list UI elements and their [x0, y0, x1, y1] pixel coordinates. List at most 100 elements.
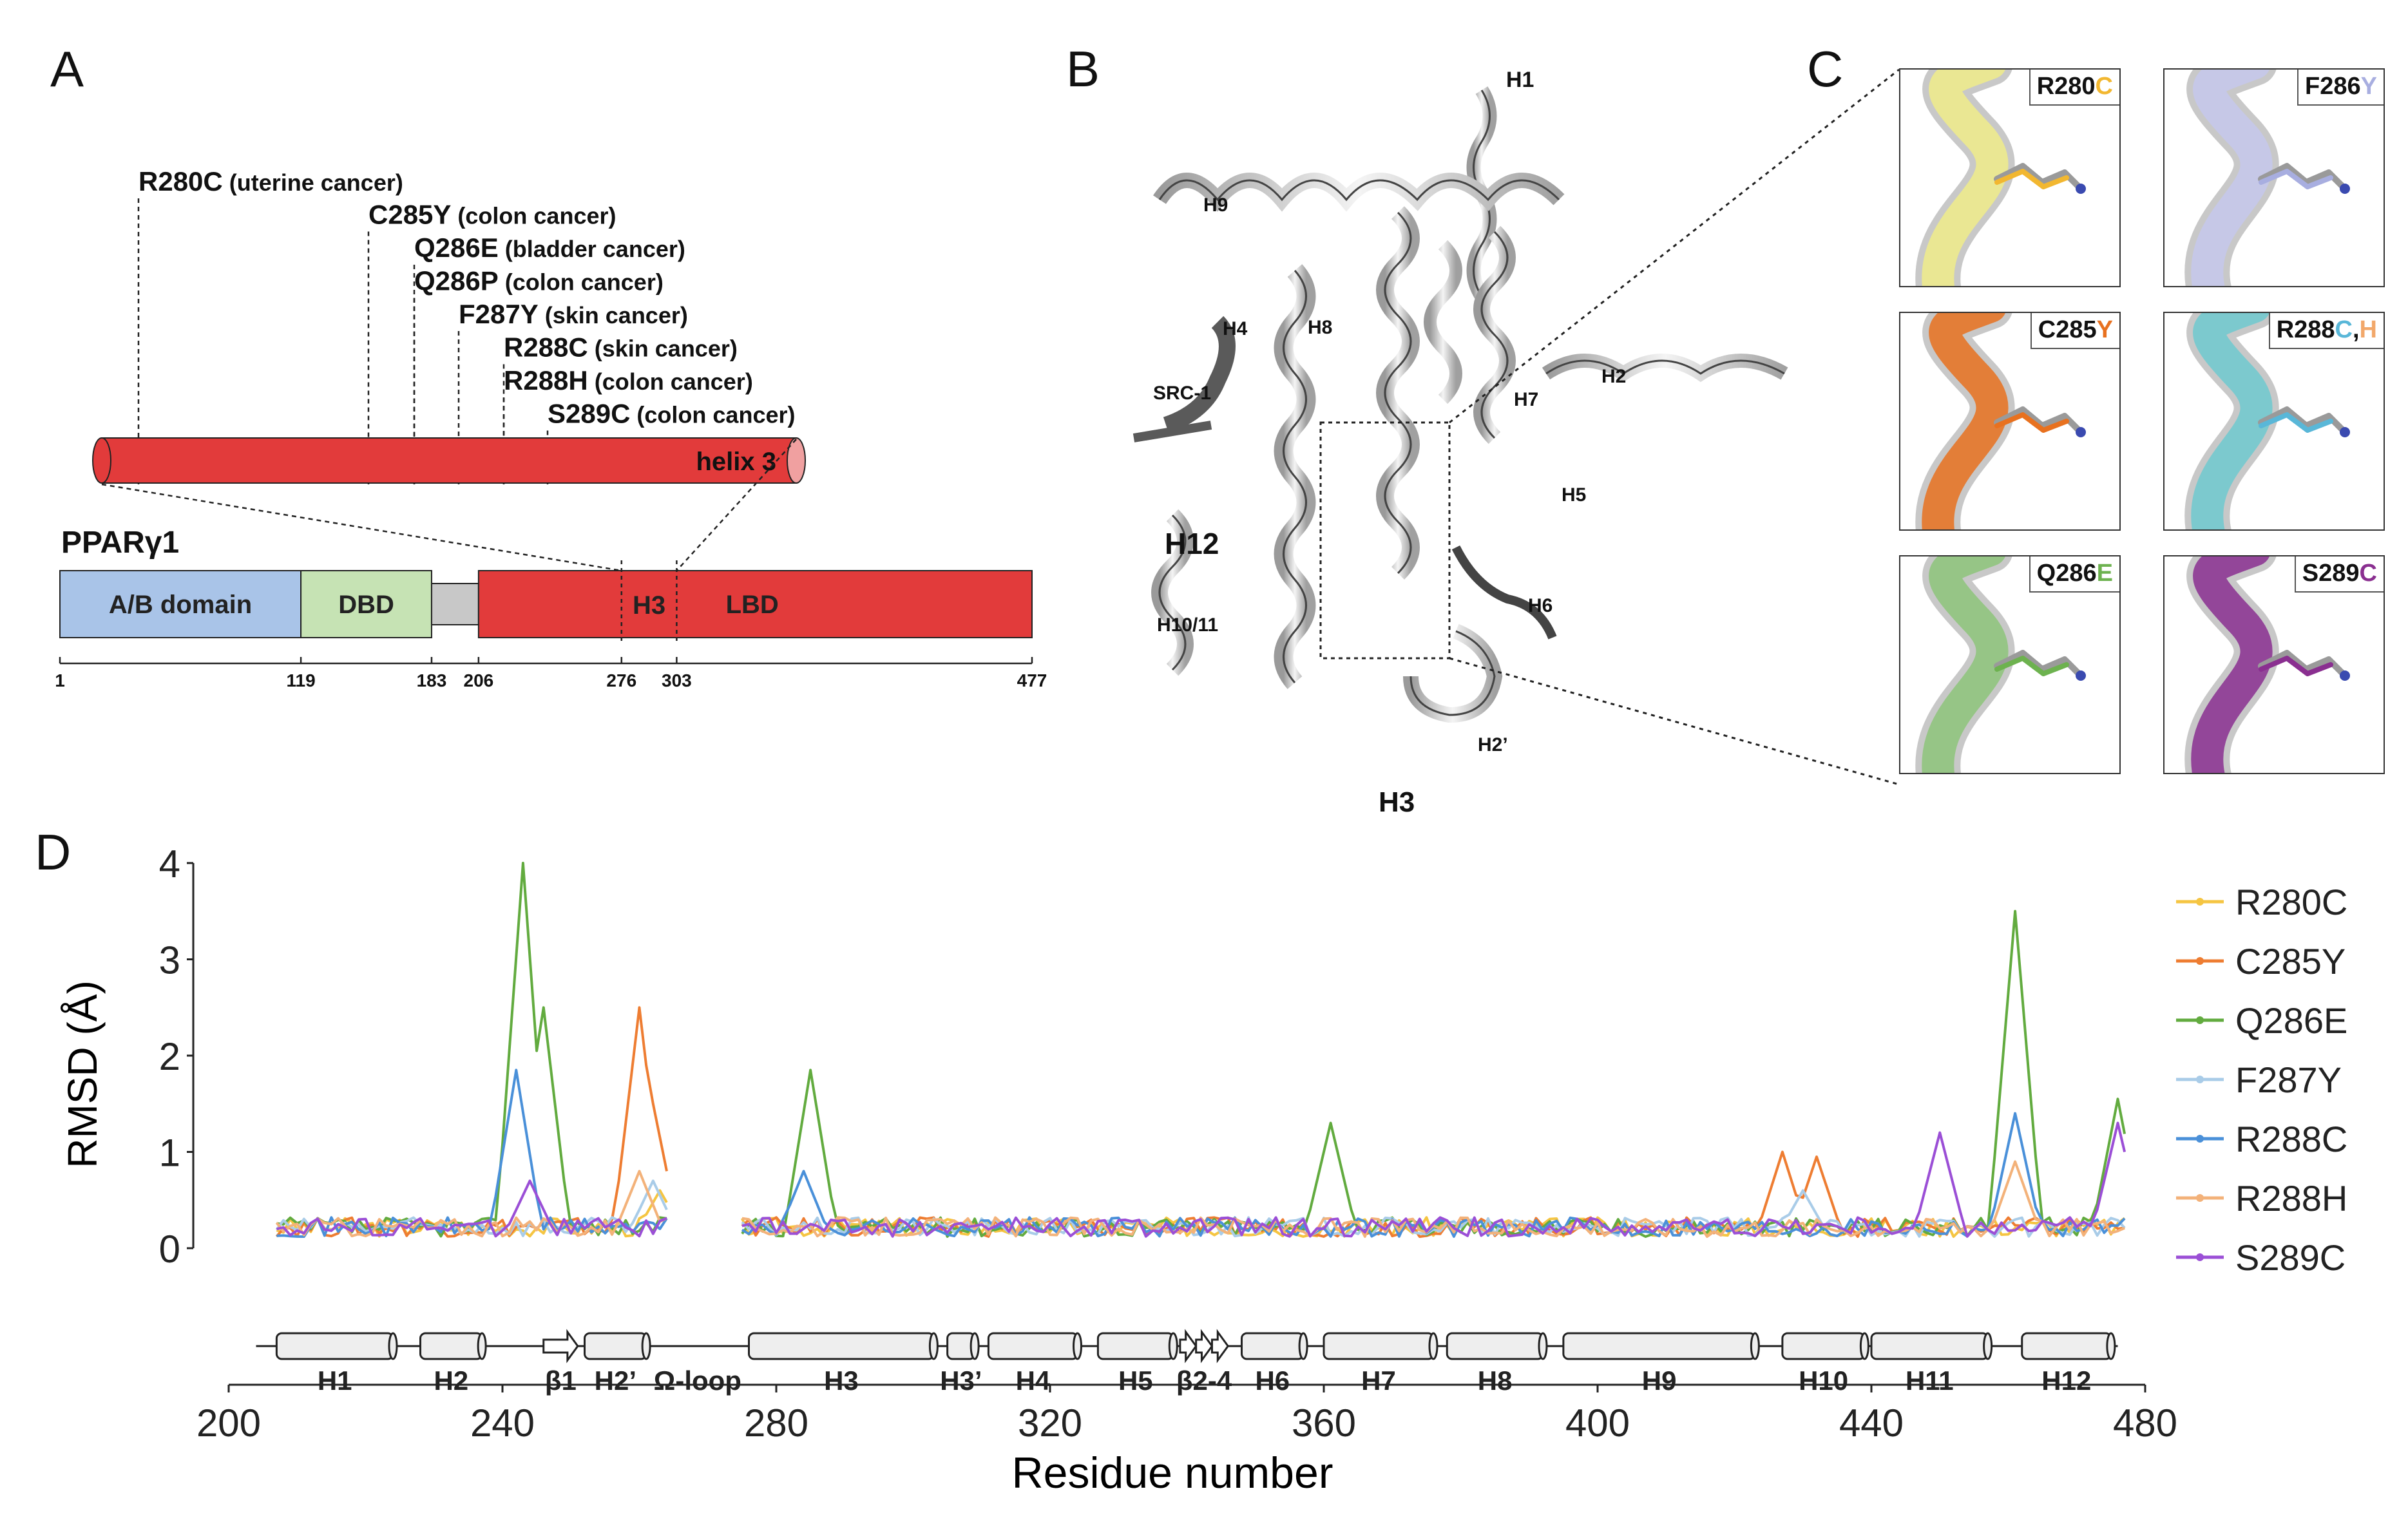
helix-label: H2 — [1601, 366, 1626, 387]
ss-label: H1 — [318, 1365, 352, 1396]
helix3-cylinder — [92, 437, 806, 484]
helix-label: H9 — [1203, 195, 1228, 216]
ss-label: β2-4 — [1176, 1365, 1232, 1396]
legend-label: R288H — [2235, 1178, 2347, 1219]
mutation-inset: R280C — [1899, 68, 2121, 287]
helix-label: H1 — [1506, 68, 1534, 92]
inset-structure — [1915, 556, 2086, 773]
series-C285Y — [275, 1006, 2125, 1239]
ss-label: H3 — [824, 1365, 859, 1396]
mutation-label: Q286E (bladder cancer) — [414, 233, 685, 263]
domain-label: LBD — [726, 591, 779, 619]
domain-block — [477, 570, 1033, 638]
helix-label: H8 — [1308, 317, 1332, 338]
helix-label: SRC-1 — [1153, 383, 1211, 404]
ss-helix — [275, 1332, 394, 1360]
legend-label: R288C — [2235, 1119, 2347, 1159]
legend-label: S289C — [2235, 1237, 2346, 1278]
series-line — [275, 1006, 668, 1238]
ss-label: Ω-loop — [654, 1365, 741, 1396]
series-line — [275, 1170, 667, 1238]
inset-label: S289C — [2294, 556, 2384, 593]
secondary-structure-track: H1 H2 β1 H2’ Ω-loop H3 H3’ H4 H5 β2-4 H6 H7 H8 H9 H10 H… — [256, 1329, 2118, 1396]
ss-label: H2 — [434, 1365, 468, 1396]
x-tick-label: 440 — [1839, 1401, 1904, 1445]
ss-label: H9 — [1642, 1365, 1677, 1396]
ss-helix — [1562, 1332, 1756, 1360]
series-line — [741, 909, 2126, 1238]
legend-label: R280C — [2235, 882, 2347, 922]
ss-label: β1 — [545, 1365, 577, 1396]
series-Q286E — [276, 862, 2126, 1238]
x-tick-label: 400 — [1565, 1401, 1630, 1445]
ss-helix — [1096, 1332, 1174, 1360]
h3-region-label: H3 — [633, 591, 665, 620]
x-tick-label: 200 — [196, 1401, 261, 1445]
panel-c-letter: C — [1807, 41, 1844, 97]
inset-label: Q286E — [2029, 556, 2119, 593]
ss-strand — [1179, 1329, 1198, 1363]
helix-label: H3 — [1379, 786, 1415, 818]
y-tick-label: 3 — [159, 939, 180, 982]
ss-helix — [987, 1332, 1078, 1360]
rmsd-chart: 0 1 2 3 4 200 240 280 320 360 400 440 480 H1 H2 β1 H2’ Ω… — [59, 842, 2347, 1497]
mutation-label: F287Y (skin cancer) — [459, 299, 688, 329]
ruler-tick-label: 183 — [417, 670, 447, 690]
legend-label: F287Y — [2235, 1059, 2342, 1100]
protein-cartoon — [1132, 86, 1788, 723]
ss-helix — [2021, 1332, 2112, 1360]
ruler-tick-label: 477 — [1017, 670, 1047, 690]
panel-a-domain-diagram: helix 3 R280C (uterine cancer) C285Y (colon… — [55, 166, 1047, 690]
ss-label: H8 — [1478, 1365, 1513, 1396]
series-line — [276, 862, 667, 1238]
mutation-label: Q286P (colon cancer) — [414, 266, 664, 296]
mutation-inset: C285Y — [1899, 312, 2121, 531]
ruler-tick-label: 206 — [464, 670, 494, 690]
mutation-inset: Q286E — [1899, 555, 2121, 774]
y-axis-label: RMSD (Å) — [59, 980, 106, 1168]
ruler-tick-label: 1 — [55, 670, 65, 690]
ss-label: H2’ — [595, 1365, 636, 1396]
y-tick-label: 0 — [159, 1228, 180, 1271]
ss-label: H4 — [1016, 1365, 1051, 1396]
ss-strand — [1210, 1329, 1230, 1363]
legend: R280C C285Y Q286E F287Y R288C R288H S289C — [2176, 882, 2347, 1278]
ss-label: H7 — [1361, 1365, 1396, 1396]
series-S289C — [276, 1121, 2126, 1238]
domain-block — [430, 583, 479, 625]
helix-label: H10/11 — [1157, 614, 1218, 636]
helix-label: H5 — [1562, 484, 1586, 506]
mutation-label: R288C (skin cancer) — [504, 332, 738, 363]
inset-label: R280C — [2029, 70, 2119, 106]
ss-label: H12 — [2041, 1365, 2091, 1396]
inset-label: R288C,H — [2268, 313, 2384, 349]
ss-strand — [1195, 1329, 1214, 1363]
mutation-inset: S289C — [2163, 555, 2385, 774]
x-tick-label: 240 — [470, 1401, 535, 1445]
helix-label: H4 — [1223, 318, 1248, 339]
ss-helix — [1241, 1332, 1304, 1360]
inset-label: F286Y — [2297, 70, 2384, 106]
ss-helix — [1446, 1332, 1544, 1360]
protein-name: PPARγ1 — [61, 526, 179, 560]
h3-highlight-box — [1319, 421, 1451, 660]
inset-label: C285Y — [2030, 313, 2119, 349]
ss-helix — [1781, 1332, 1866, 1360]
panel-a-letter: A — [50, 41, 84, 97]
mutation-label: R280C (uterine cancer) — [139, 166, 403, 196]
inset-structure — [1915, 313, 2086, 529]
mutation-label: R288H (colon cancer) — [504, 365, 753, 395]
ruler-tick-label: 303 — [662, 670, 692, 690]
residue-ruler: 1 119 183 206 276 303 477 — [55, 657, 1047, 690]
domain-block — [300, 570, 432, 638]
ss-label: H10 — [1799, 1365, 1848, 1396]
ss-label: H3’ — [940, 1365, 982, 1396]
series-line — [276, 1069, 668, 1238]
x-tick-label: 280 — [744, 1401, 808, 1445]
ss-helix — [1870, 1332, 1989, 1360]
domain-bar: A/B domain DBD LBD H3 — [59, 439, 1033, 641]
mutation-insets: R280C F286Y C285Y R288C,H Q286E S289C — [1899, 68, 2389, 786]
panel-b-letter: B — [1066, 41, 1100, 97]
domain-block — [59, 570, 302, 638]
series-line — [741, 1121, 2126, 1238]
